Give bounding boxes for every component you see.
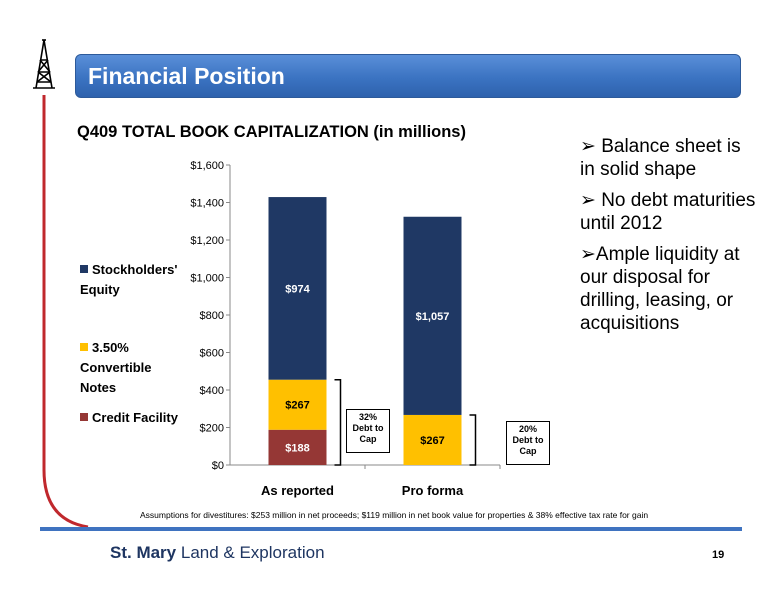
bullet-list: ➢ Balance sheet is in solid shape ➢ No d… <box>580 135 760 343</box>
bullet-text: Balance sheet is in solid shape <box>580 136 741 180</box>
bullet-text: No debt maturities until 2012 <box>580 190 756 234</box>
bar-segment <box>403 216 462 415</box>
company-logo: St. Mary Land & Exploration <box>110 543 325 563</box>
oil-rig-icon <box>33 39 55 89</box>
page-number: 19 <box>712 549 725 561</box>
debt-to-cap-callout-pro-forma: 20% Debt to Cap <box>506 421 550 465</box>
page-title: Financial Position <box>88 63 285 89</box>
bar-segment <box>268 429 327 465</box>
y-tick-label: $800 <box>200 310 224 322</box>
logo-bold: St. Mary <box>110 543 177 562</box>
y-tick-label: $1,600 <box>190 160 224 172</box>
y-tick-label: $1,000 <box>190 273 224 285</box>
callout-line: 32% <box>358 412 377 422</box>
legend-label: Equity <box>80 282 120 297</box>
legend-item-notes: 3.50% Convertible Notes <box>80 338 152 398</box>
callout-line: Cap <box>359 434 377 444</box>
data-label: $267 <box>285 400 309 412</box>
x-tick-label: Pro forma <box>402 483 464 498</box>
y-tick-label: $600 <box>200 348 224 360</box>
data-label: $974 <box>285 283 310 295</box>
legend-label: Notes <box>80 380 117 395</box>
bracket-pro-forma <box>469 414 477 466</box>
callout-line: Cap <box>519 446 537 456</box>
callout-line: 20% <box>518 424 537 434</box>
callout-line: Debt to <box>512 435 544 445</box>
bar-segment <box>268 197 327 380</box>
legend-swatch-notes <box>80 343 88 351</box>
data-label: $267 <box>420 435 444 447</box>
legend-item-equity: Stockholders' Equity <box>80 260 177 300</box>
bracket-as-reported <box>334 378 342 466</box>
title-bar: Financial Position <box>75 54 741 98</box>
legend-item-credit: Credit Facility <box>80 408 178 428</box>
bullet-item: ➢Ample liquidity at our disposal for dri… <box>580 244 740 334</box>
legend-label: Convertible <box>80 360 152 375</box>
legend-label: 3.50% <box>92 340 129 355</box>
y-tick-label: $1,400 <box>190 198 224 210</box>
divider <box>40 527 742 531</box>
bar-segment <box>268 379 327 430</box>
callout-line: Debt to <box>352 423 384 433</box>
legend-swatch-credit <box>80 413 88 421</box>
x-tick-label: As reported <box>261 483 334 498</box>
chart-title: Q409 TOTAL BOOK CAPITALIZATION (in milli… <box>77 123 466 141</box>
footnote: Assumptions for divestitures: $253 milli… <box>140 510 649 520</box>
y-tick-label: $1,200 <box>190 235 224 247</box>
debt-to-cap-callout-as-reported: 32% Debt to Cap <box>346 409 390 453</box>
legend-label: Credit Facility <box>92 410 178 425</box>
y-tick-label: $0 <box>212 460 224 472</box>
legend-label: Stockholders' <box>92 262 178 277</box>
y-tick-label: $400 <box>200 385 224 397</box>
bullet-item: ➢ Balance sheet is in solid shape <box>580 136 741 180</box>
bullet-item: ➢ No debt maturities until 2012 <box>580 190 756 234</box>
data-label: $1,057 <box>416 311 450 323</box>
logo-rest: Land & Exploration <box>176 543 325 562</box>
bullet-text: Ample liquidity at our disposal for dril… <box>580 244 740 334</box>
legend-swatch-equity <box>80 265 88 273</box>
y-tick-label: $200 <box>200 423 224 435</box>
bar-segment <box>403 414 462 465</box>
data-label: $188 <box>285 442 309 454</box>
